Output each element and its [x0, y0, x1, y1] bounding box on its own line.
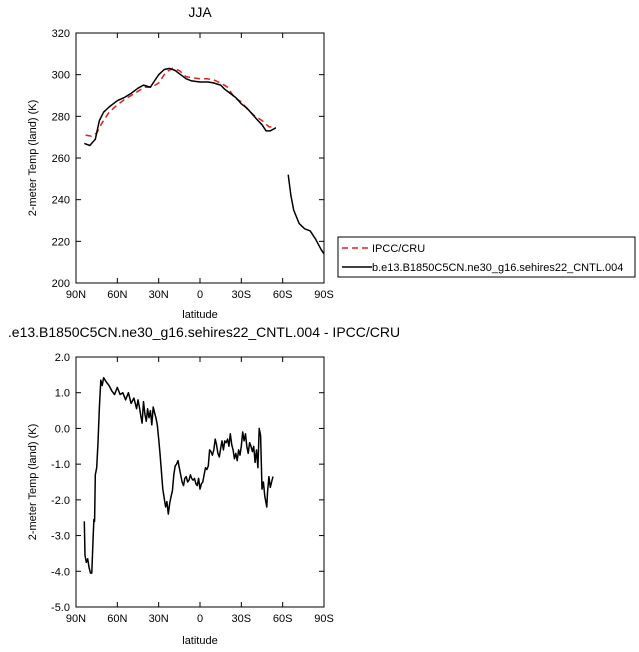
top-y-axis-label: 2-meter Temp (land) (K) — [27, 100, 39, 217]
y-tick-label: -5.0 — [51, 602, 70, 614]
x-tick-label: 60N — [107, 289, 127, 301]
x-tick-label: 90N — [66, 289, 86, 301]
x-tick-label: 0 — [197, 613, 203, 625]
x-tick-label: 60S — [273, 613, 293, 625]
x-tick-label: 30N — [149, 289, 169, 301]
top-x-axis-label: latitude — [182, 309, 217, 321]
legend-box — [337, 236, 636, 278]
x-tick-label: 60S — [273, 289, 293, 301]
y-tick-label: 220 — [52, 236, 70, 248]
bottom-y-axis-label: 2-meter Temp (land) (K) — [27, 424, 39, 541]
series-line-cru-segment-0 — [85, 67, 276, 137]
y-tick-label: 1.0 — [55, 388, 70, 400]
series-line-model-segment-1 — [287, 174, 325, 255]
y-tick-label: 300 — [52, 70, 70, 82]
x-tick-label: 90S — [314, 613, 334, 625]
x-tick-label: 30S — [232, 289, 252, 301]
legend-entry-model: b.e13.B1850C5CN.ne30_g16.sehires22_CNTL.… — [372, 262, 623, 274]
series-line-model-segment-0 — [84, 67, 277, 147]
x-tick-label: 90S — [314, 289, 334, 301]
series-line-model-segment-0 — [83, 376, 274, 574]
bottom-chart-plot-group: 90N 60N 30N 0 30S 60S 90S -5.0 -4.0 -3.0 -2.0 -1.0 0… — [51, 352, 334, 625]
x-tick-label: 90N — [66, 613, 86, 625]
y-tick-label: 0.0 — [55, 423, 70, 435]
bottom-x-axis-label: latitude — [182, 635, 217, 647]
y-tick-label: 240 — [52, 195, 70, 207]
legend-entry-cru: IPCC/CRU — [372, 243, 425, 255]
y-tick-label: -1.0 — [51, 459, 70, 471]
bottom-chart-title: .e13.B1850C5CN.ne30_g16.sehires22_CNTL.0… — [8, 324, 400, 340]
plot-frame — [75, 32, 325, 284]
x-tick-label: 0 — [197, 289, 203, 301]
x-tick-label: 30N — [149, 613, 169, 625]
top-chart-plot-group: 90N 60N 30N 0 30S 60S 90S 200 220 240 260 280 300 320 — [52, 28, 334, 301]
y-tick-label: 280 — [52, 111, 70, 123]
top-chart-panel: JJA 90N 60N 30N 0 30S 60S 90S 200 220 240 260 280 30… — [27, 4, 334, 321]
legend: IPCC/CRU b.e13.B1850C5CN.ne30_g16.sehire… — [337, 236, 636, 278]
x-tick-label: 30S — [232, 613, 252, 625]
x-tick-label: 60N — [107, 613, 127, 625]
y-tick-label: 260 — [52, 153, 70, 165]
y-tick-label: -4.0 — [51, 566, 70, 578]
y-tick-label: 320 — [52, 28, 70, 40]
y-tick-label: 2.0 — [55, 352, 70, 364]
plot-frame — [75, 356, 325, 608]
y-tick-label: -2.0 — [51, 495, 70, 507]
top-chart-title: JJA — [188, 4, 212, 20]
y-tick-label: 200 — [52, 278, 70, 290]
y-tick-label: -3.0 — [51, 531, 70, 543]
bottom-chart-panel: .e13.B1850C5CN.ne30_g16.sehires22_CNTL.0… — [8, 324, 400, 647]
